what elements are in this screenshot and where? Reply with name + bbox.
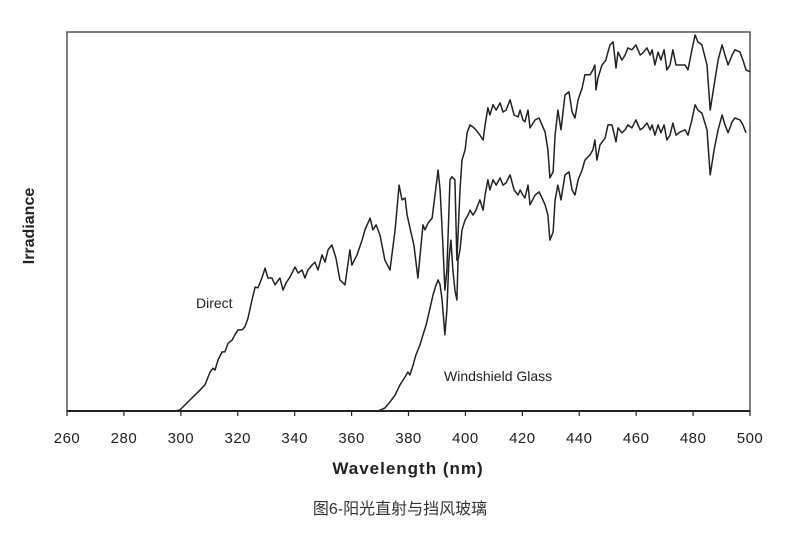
annotation-windshield-glass: Windshield Glass (444, 368, 552, 384)
x-tick-label: 340 (281, 430, 308, 447)
x-axis-label: Wavelength (nm) (332, 459, 483, 478)
x-tick-label: 360 (338, 430, 365, 447)
x-tick-label: 500 (737, 430, 764, 447)
series-line-direct (67, 34, 751, 412)
x-tick-label: 420 (509, 430, 536, 447)
series-line-windshield-glass (67, 104, 747, 412)
x-tick-label: 460 (623, 430, 650, 447)
x-tick-label: 280 (111, 430, 138, 447)
x-tick-label: 300 (168, 430, 195, 447)
x-tick-label: 480 (680, 430, 707, 447)
x-tick-label: 380 (395, 430, 422, 447)
x-tick-label: 440 (566, 430, 593, 447)
series-lines (67, 34, 751, 412)
figure-caption: 图6-阳光直射与挡风玻璃 (313, 500, 487, 518)
annotation-direct: Direct (196, 295, 233, 311)
y-axis-label: Irradiance (21, 188, 38, 265)
x-tick-label: 260 (54, 430, 81, 447)
x-tick-label: 320 (224, 430, 251, 447)
x-tick-label: 400 (452, 430, 479, 447)
x-axis-ticks: 260 280 300 320 340 360 380 400 420 440 460 480 500 (54, 411, 764, 447)
